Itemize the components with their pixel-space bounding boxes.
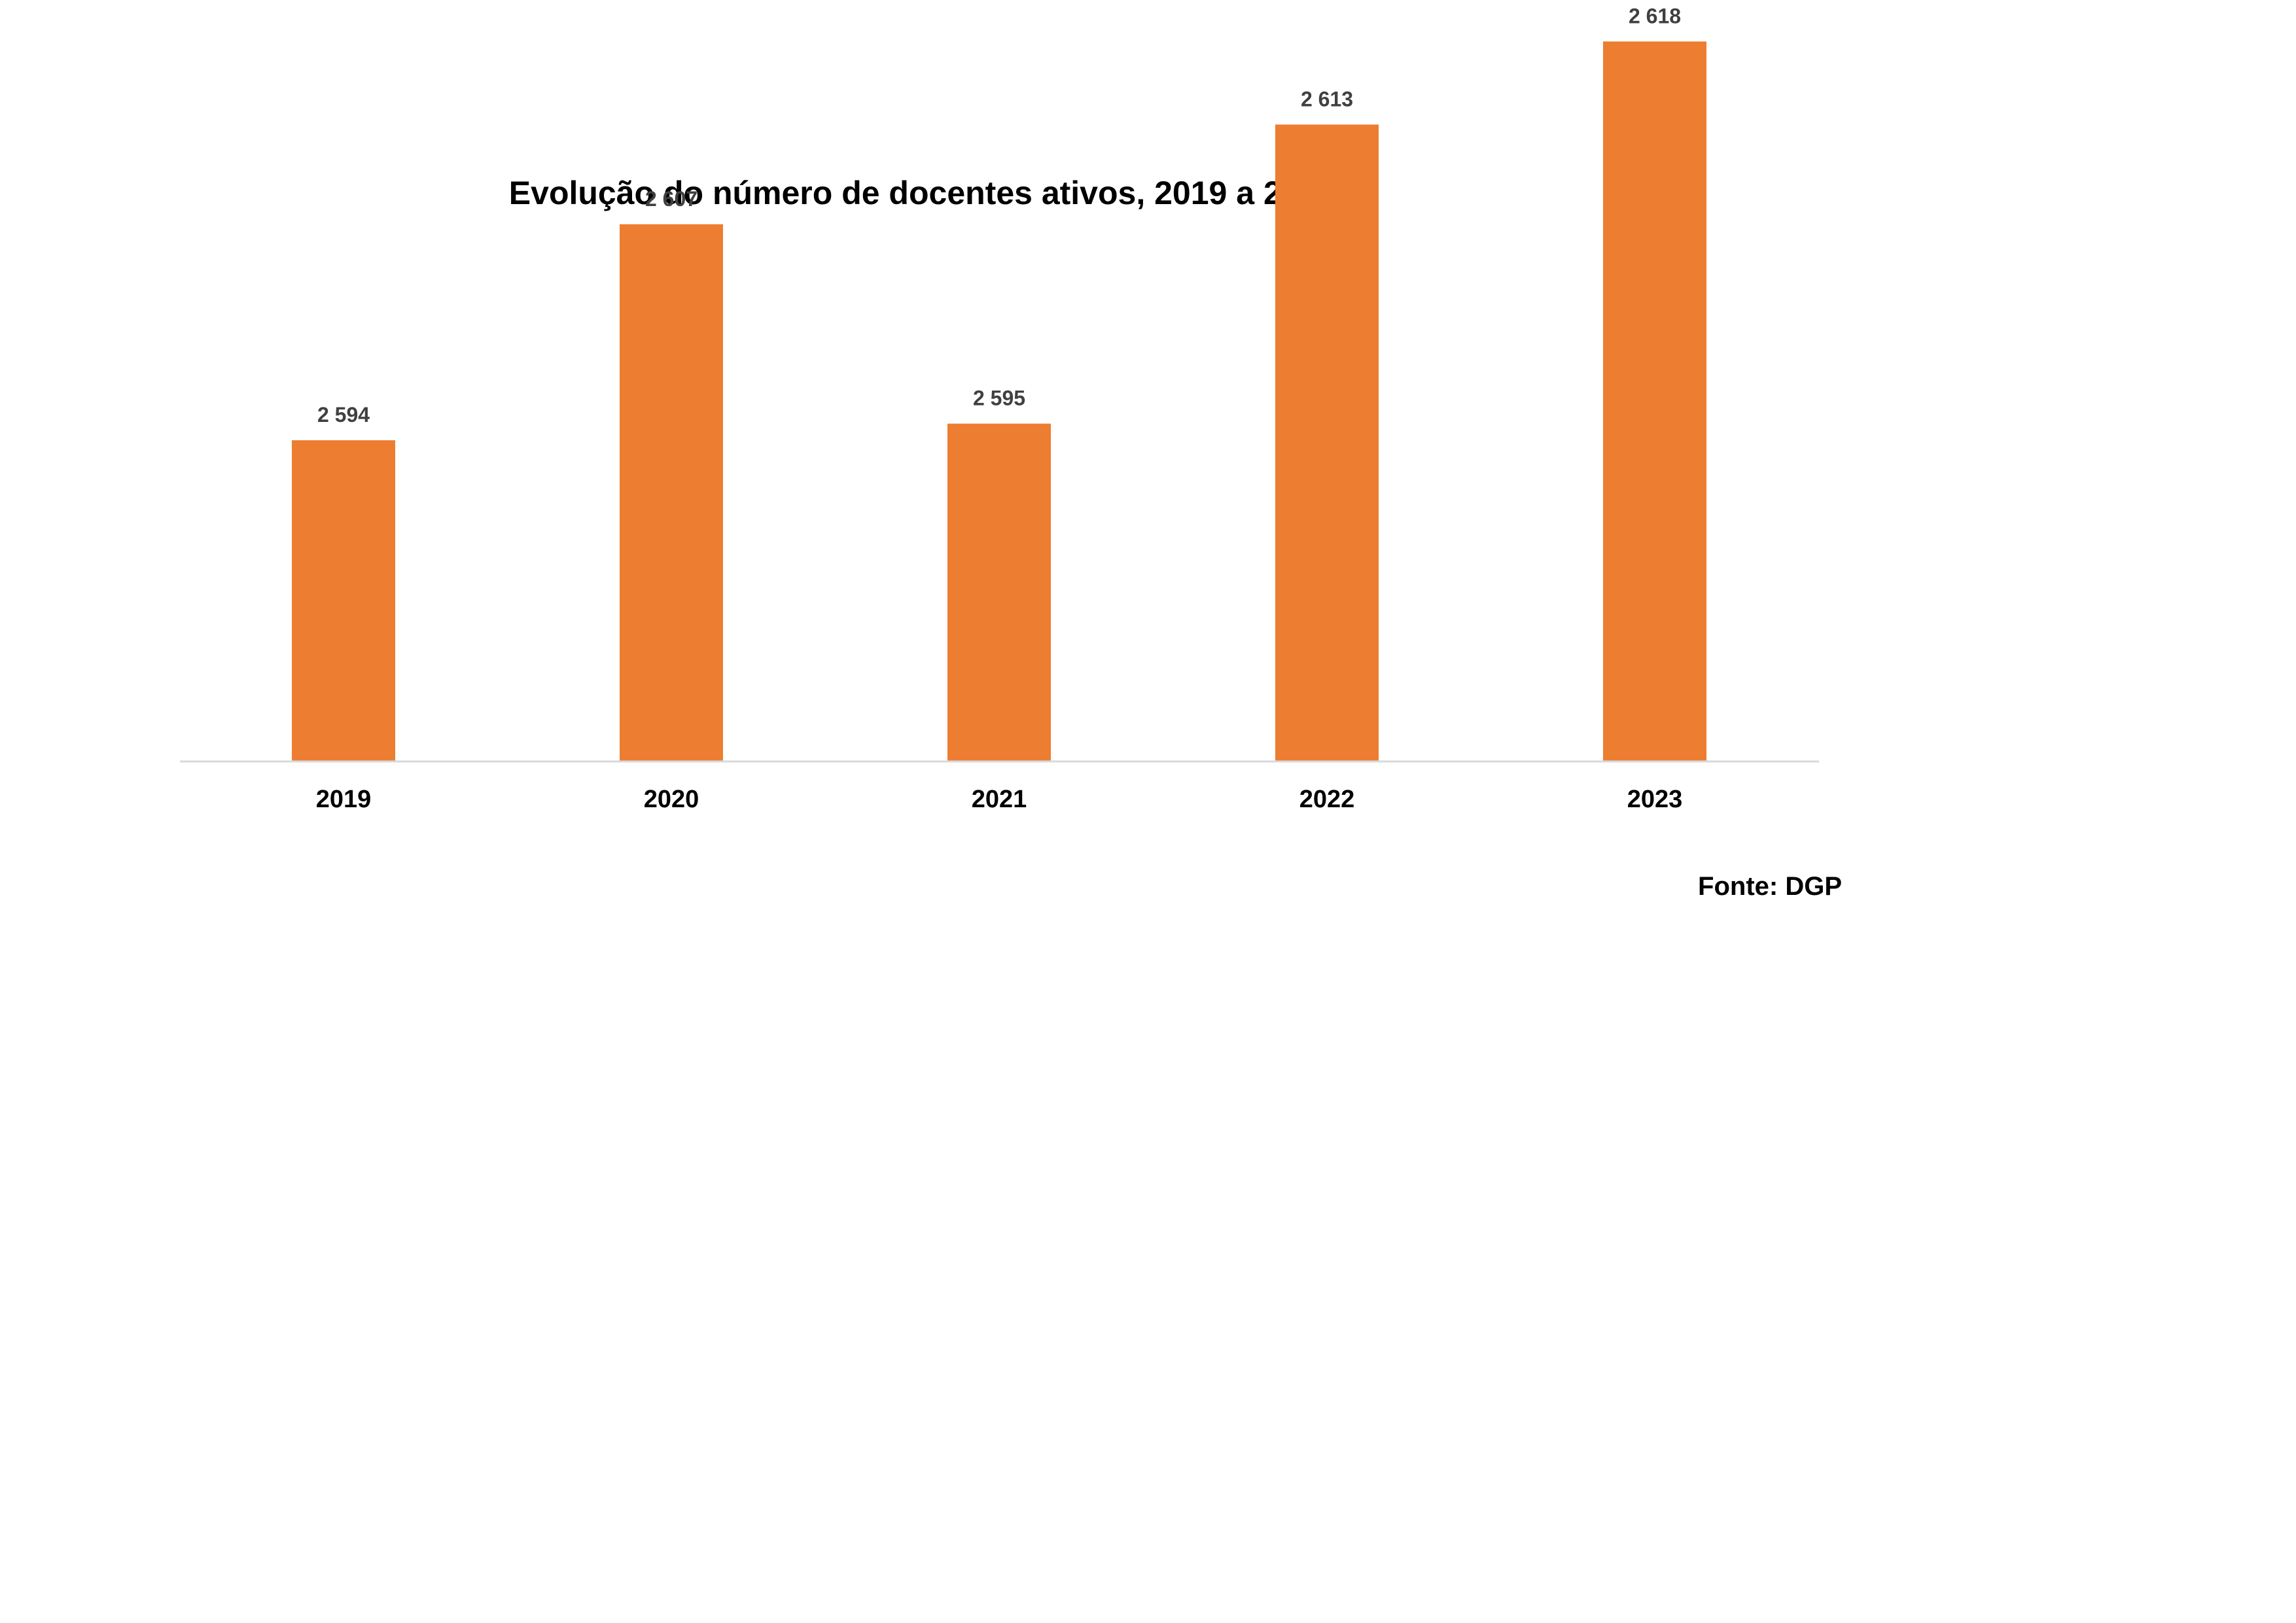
x-tick-label-2021: 2021 — [972, 786, 1027, 813]
data-label-2023: 2 618 — [1629, 4, 1681, 27]
data-label-2020: 2 607 — [645, 187, 698, 211]
bar-2022 — [1275, 124, 1379, 761]
bar-2023 — [1603, 41, 1706, 761]
x-tick-label-2019: 2019 — [316, 786, 372, 813]
data-label-2019: 2 594 — [317, 403, 370, 427]
x-tick-label-2023: 2023 — [1627, 786, 1683, 813]
data-label-2021: 2 595 — [973, 387, 1025, 410]
x-tick-label-2020: 2020 — [644, 786, 699, 813]
data-label-2022: 2 613 — [1301, 87, 1353, 111]
x-tick-label-2022: 2022 — [1299, 786, 1355, 813]
bars-group: 2 594 2 607 2 595 2 613 2 618 — [292, 4, 1706, 761]
chart-title: Evolução do número de docentes ativos, 2… — [509, 175, 1336, 211]
bar-2021 — [947, 423, 1051, 761]
x-tick-labels: 2019 2020 2021 2022 2023 — [316, 786, 1683, 813]
source-note: Fonte: DGP — [1698, 872, 1842, 901]
bar-2020 — [620, 224, 723, 761]
bar-2019 — [292, 440, 395, 761]
